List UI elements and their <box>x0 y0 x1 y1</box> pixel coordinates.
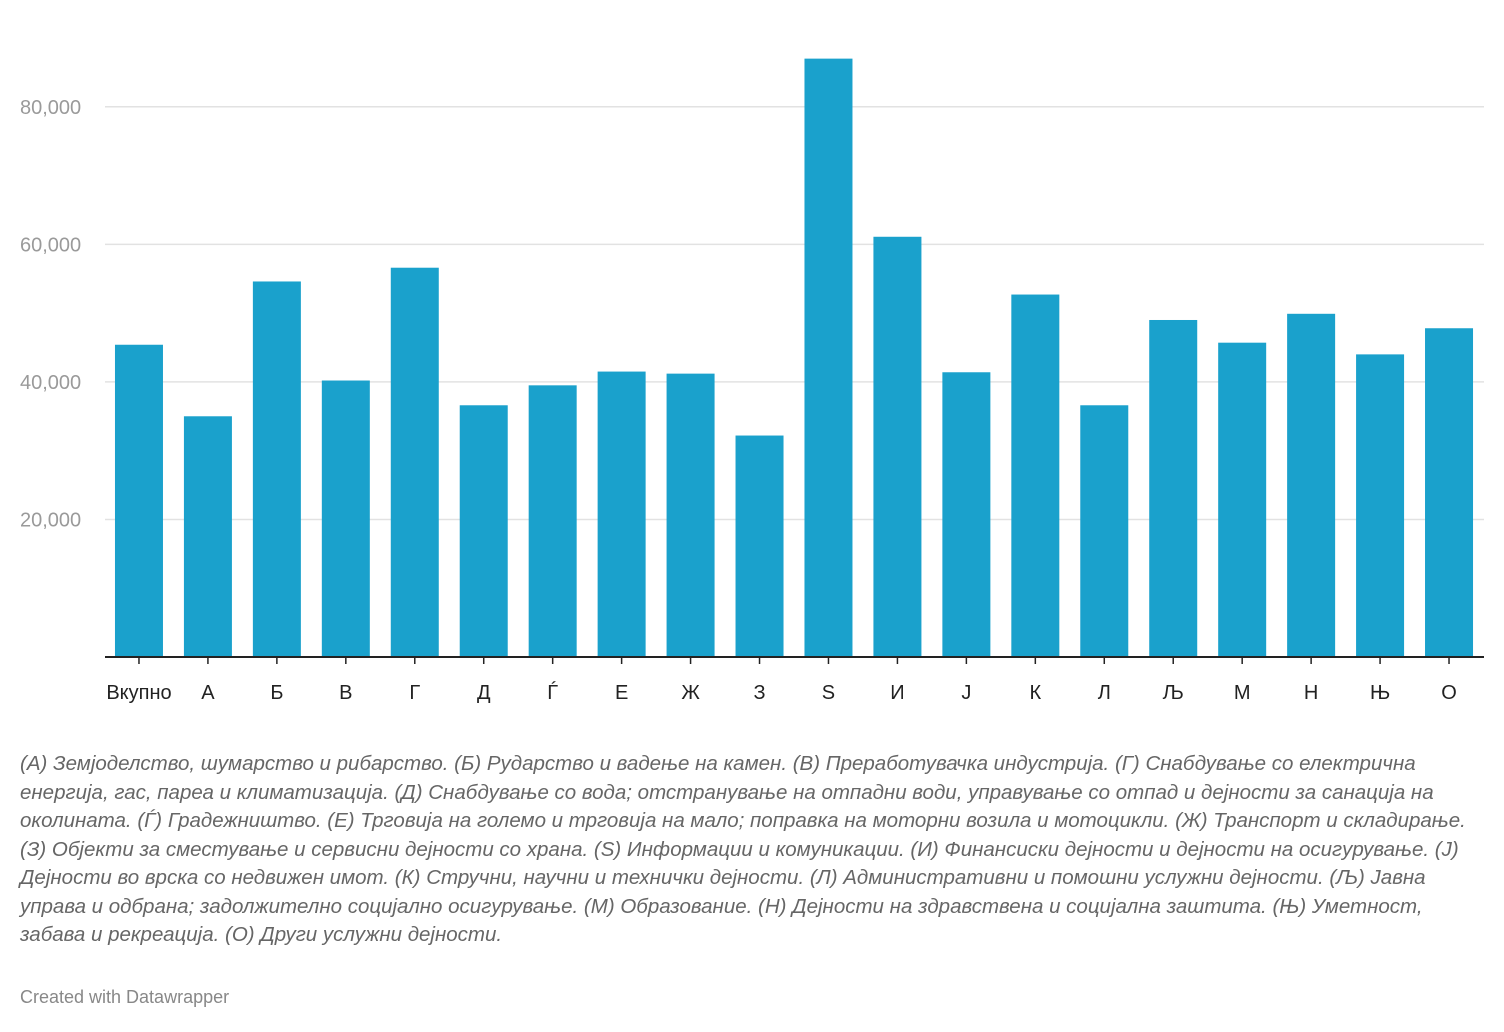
bar <box>597 371 646 657</box>
x-tick-label: А <box>201 682 215 704</box>
x-tick-label: О <box>1441 682 1457 704</box>
bar <box>459 405 508 657</box>
x-tick-label: Н <box>1304 682 1318 704</box>
x-tick-label: В <box>339 682 352 704</box>
bar <box>1011 294 1060 657</box>
bar <box>1356 354 1405 657</box>
y-tick-label: 60,000 <box>20 234 81 256</box>
bar <box>114 344 163 657</box>
x-tick-label: Г <box>409 682 420 704</box>
x-tick-label: Ј <box>961 682 971 704</box>
x-tick-label: Љ <box>1163 682 1184 704</box>
x-tick-label: З <box>753 682 765 704</box>
x-tick-label: Д <box>477 682 491 704</box>
x-tick-label: Л <box>1098 682 1111 704</box>
bar-chart: 20,000 40,000 60,000 80,000 Вкупно А Б В Г Д Ѓ Е Ж З… <box>20 58 1484 704</box>
bar <box>1425 328 1474 657</box>
x-tick-label: Е <box>615 682 628 704</box>
bar <box>666 373 715 657</box>
bar <box>528 385 577 657</box>
y-tick-label: 40,000 <box>20 372 81 394</box>
x-tick-label: Вкупно <box>106 682 171 704</box>
x-tick-label: И <box>890 682 904 704</box>
bar <box>1080 405 1129 657</box>
credit-line: Created with Datawrapper <box>20 987 230 1007</box>
x-tick-label: Ж <box>681 682 700 704</box>
bar <box>1218 342 1267 657</box>
bar-layer <box>114 58 1474 658</box>
footnote-legend: (А) Земјоделство, шумарство и рибарство.… <box>20 752 1466 946</box>
x-tick-label: S <box>822 682 835 704</box>
bar <box>1149 319 1198 657</box>
grid-layer: 20,000 40,000 60,000 80,000 <box>20 97 1484 531</box>
bar <box>390 267 439 657</box>
bar <box>735 435 784 657</box>
bar <box>942 372 991 657</box>
x-tick-label: М <box>1234 682 1251 704</box>
x-tick-label: Њ <box>1370 682 1390 704</box>
bar <box>252 281 301 657</box>
bar <box>873 236 922 658</box>
y-tick-label: 80,000 <box>20 97 81 119</box>
bar <box>183 416 232 657</box>
x-tick-label: Ѓ <box>547 681 558 704</box>
bar <box>1287 313 1336 657</box>
bar <box>804 58 853 657</box>
chart-svg: 20,000 40,000 60,000 80,000 Вкупно А Б В Г Д Ѓ Е Ж З… <box>20 58 1484 704</box>
y-tick-label: 20,000 <box>20 509 81 531</box>
x-tick-label: Б <box>270 682 283 704</box>
bar <box>321 380 370 657</box>
x-tick-label: К <box>1029 682 1041 704</box>
axis-layer: Вкупно А Б В Г Д Ѓ Е Ж З S И Ј К Л Љ М Н Њ О <box>105 656 1484 704</box>
